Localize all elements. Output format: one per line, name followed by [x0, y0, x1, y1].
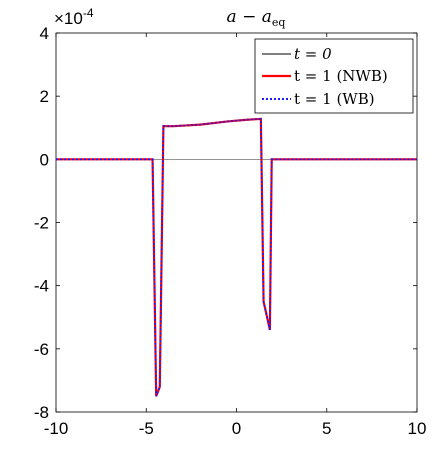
series-lines — [56, 117, 417, 397]
y-tick-label: 2 — [40, 87, 49, 106]
y-axis-multiplier-exponent: -4 — [83, 6, 94, 20]
x-tick-label: -10 — [44, 419, 69, 438]
legend: t = 0 t = 1 (NWB) t = 1 (WB) — [254, 38, 414, 114]
x-tick-label: 10 — [408, 419, 427, 438]
legend-label-nwb: t = 1 (NWB) — [294, 67, 388, 85]
legend-label-wb: t = 1 (WB) — [294, 90, 375, 108]
series-line-2 — [56, 117, 417, 397]
y-tick-label: -2 — [34, 214, 49, 233]
y-axis-multiplier-base: ×10 — [54, 9, 83, 28]
chart-title-sub: eq — [272, 16, 286, 29]
chart-title-main: a − a — [227, 7, 272, 27]
chart-title: a − aeq — [227, 7, 286, 29]
x-tick-label: -5 — [139, 419, 154, 438]
axis-ticks — [55, 32, 418, 413]
y-tick-label: -4 — [34, 277, 49, 296]
axis-tick-labels: -10 -5 0 5 10 4 2 0 -2 -4 -6 -8 — [34, 24, 427, 438]
y-tick-label: -6 — [34, 340, 49, 359]
y-tick-label: -8 — [34, 403, 49, 422]
y-tick-label: 4 — [40, 24, 49, 43]
x-tick-label: 0 — [232, 419, 241, 438]
x-tick-label: 5 — [322, 419, 331, 438]
y-axis-multiplier: ×10-4 — [54, 6, 94, 28]
y-tick-label: 0 — [40, 150, 49, 169]
legend-label-t0: t = 0 — [294, 45, 332, 63]
